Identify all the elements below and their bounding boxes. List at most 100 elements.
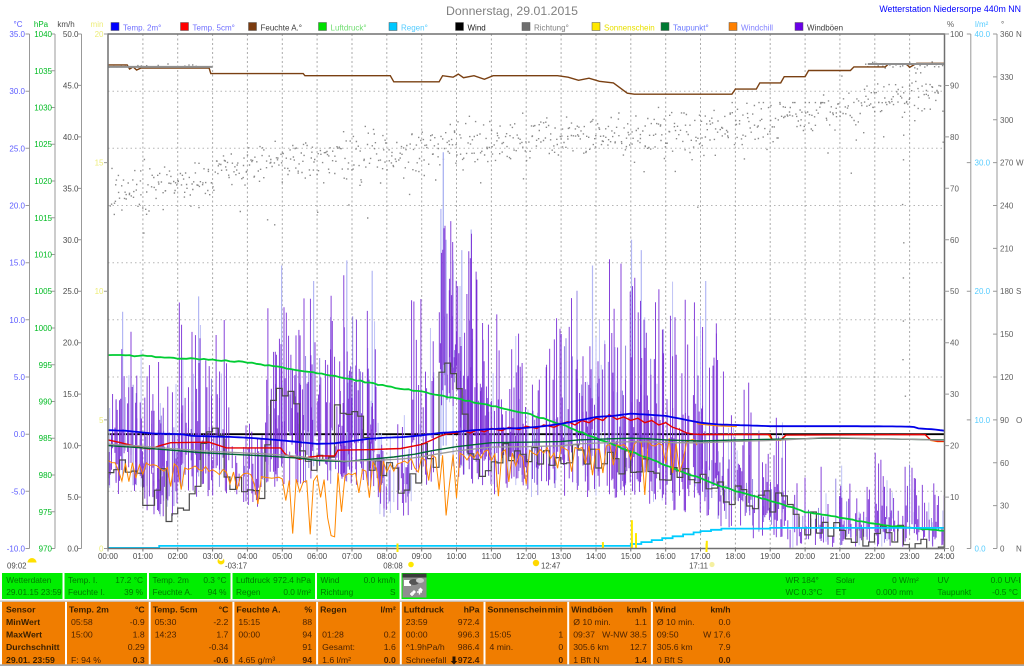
svg-text:5.0: 5.0 <box>14 373 26 382</box>
svg-text:0.0 UV-I: 0.0 UV-I <box>991 575 1021 585</box>
svg-text:min: min <box>91 20 104 29</box>
svg-text:20.0: 20.0 <box>9 202 25 211</box>
svg-text:985: 985 <box>39 434 53 443</box>
svg-text:180: 180 <box>1000 287 1014 296</box>
svg-text:0.0: 0.0 <box>719 655 731 665</box>
svg-text:18:00: 18:00 <box>725 552 746 561</box>
svg-text:19:00: 19:00 <box>760 552 781 561</box>
svg-text:Donnerstag, 29.01.2015: Donnerstag, 29.01.2015 <box>446 4 578 18</box>
svg-text:91: 91 <box>302 642 312 652</box>
svg-text:0.0 l/m²: 0.0 l/m² <box>283 587 311 597</box>
svg-text:%: % <box>947 20 954 29</box>
svg-text:Sonnenschein: Sonnenschein <box>604 24 655 33</box>
svg-text:1005: 1005 <box>34 287 52 296</box>
svg-text:1035: 1035 <box>34 67 52 76</box>
svg-text:Richtung: Richtung <box>321 587 354 597</box>
svg-text:0.0: 0.0 <box>975 545 987 554</box>
svg-text:Wetterdaten: Wetterdaten <box>6 575 51 585</box>
svg-text:30.0: 30.0 <box>975 159 991 168</box>
svg-text:39 %: 39 % <box>124 587 144 597</box>
svg-text:°C: °C <box>219 605 229 615</box>
svg-text:90: 90 <box>950 82 959 91</box>
svg-text:1015: 1015 <box>34 214 52 223</box>
svg-text:90: 90 <box>1000 416 1009 425</box>
svg-text:12:00: 12:00 <box>516 552 537 561</box>
svg-text:15:00: 15:00 <box>621 552 642 561</box>
svg-text:10: 10 <box>950 493 959 502</box>
svg-text:4.65 g/m³: 4.65 g/m³ <box>238 655 275 665</box>
svg-text:60: 60 <box>950 236 959 245</box>
svg-text:1.6: 1.6 <box>384 642 396 652</box>
svg-text:Temp. 2m: Temp. 2m <box>153 575 190 585</box>
svg-text:17:00: 17:00 <box>690 552 711 561</box>
svg-text:986.4: 986.4 <box>458 642 480 652</box>
svg-text:WR 184°: WR 184° <box>786 575 819 585</box>
svg-text:45.0: 45.0 <box>63 81 79 90</box>
svg-text:972.4: 972.4 <box>458 655 480 665</box>
svg-text:1.8: 1.8 <box>133 630 145 640</box>
svg-text:N: N <box>1016 30 1022 39</box>
svg-text:12:47: 12:47 <box>541 562 561 571</box>
svg-text:0.0: 0.0 <box>14 430 26 439</box>
svg-text:06:00: 06:00 <box>307 552 328 561</box>
svg-text:km/h: km/h <box>57 20 74 29</box>
svg-text:15:15: 15:15 <box>238 617 260 627</box>
svg-text:08:08: 08:08 <box>383 562 403 571</box>
svg-text:1000: 1000 <box>34 324 52 333</box>
svg-text:88: 88 <box>302 617 312 627</box>
svg-text:35.0: 35.0 <box>63 184 79 193</box>
svg-text:1010: 1010 <box>34 251 52 260</box>
svg-text:-03:17: -03:17 <box>225 562 247 571</box>
svg-text:16:00: 16:00 <box>656 552 677 561</box>
svg-text:13:00: 13:00 <box>551 552 572 561</box>
svg-text:0.0 km/h: 0.0 km/h <box>364 575 396 585</box>
svg-text:10.0: 10.0 <box>63 442 79 451</box>
svg-text:Gesamt:: Gesamt: <box>322 642 355 652</box>
svg-text:km/h: km/h <box>710 605 730 615</box>
svg-text:15: 15 <box>95 159 104 168</box>
svg-text:24:00: 24:00 <box>934 552 955 561</box>
svg-text:Temp. I.: Temp. I. <box>68 575 98 585</box>
svg-text:0.0: 0.0 <box>719 617 731 627</box>
svg-text:0.29: 0.29 <box>128 642 145 652</box>
svg-text:305.6 km: 305.6 km <box>657 642 693 652</box>
svg-text:1025: 1025 <box>34 140 52 149</box>
svg-text:1 Bft N: 1 Bft N <box>573 655 600 665</box>
svg-text:15.0: 15.0 <box>63 390 79 399</box>
svg-text:01:00: 01:00 <box>133 552 154 561</box>
svg-text:Temp. 2m°: Temp. 2m° <box>123 24 161 33</box>
svg-text:Richtung°: Richtung° <box>534 24 569 33</box>
svg-text:Windböen: Windböen <box>807 24 843 33</box>
svg-text:29.01.15 23:59: 29.01.15 23:59 <box>6 587 62 597</box>
svg-text:N: N <box>1016 545 1022 554</box>
svg-text:W 17.6: W 17.6 <box>703 630 731 640</box>
svg-text:Windböen: Windböen <box>571 605 613 615</box>
svg-text:20.0: 20.0 <box>975 287 991 296</box>
svg-text:70: 70 <box>950 184 959 193</box>
svg-text:10:00: 10:00 <box>446 552 467 561</box>
svg-text:0.3 °C: 0.3 °C <box>203 575 226 585</box>
svg-text:02:00: 02:00 <box>168 552 189 561</box>
svg-text:°C: °C <box>135 605 145 615</box>
svg-text:Luftdruck°: Luftdruck° <box>331 24 367 33</box>
svg-text:Durchschnitt: Durchschnitt <box>6 642 60 652</box>
svg-text:25.0: 25.0 <box>63 287 79 296</box>
svg-text:1020: 1020 <box>34 177 52 186</box>
svg-text:5.0: 5.0 <box>67 493 79 502</box>
svg-text:360: 360 <box>1000 30 1014 39</box>
svg-text:50.0: 50.0 <box>63 30 79 39</box>
svg-text:1.1: 1.1 <box>635 617 647 627</box>
svg-text:22:00: 22:00 <box>865 552 886 561</box>
svg-text:Taupunkt: Taupunkt <box>938 587 972 597</box>
svg-text:150: 150 <box>1000 330 1014 339</box>
svg-text:Regen°: Regen° <box>401 24 428 33</box>
svg-text:04:00: 04:00 <box>237 552 258 561</box>
svg-text:20: 20 <box>95 30 104 39</box>
svg-text:17.2 °C: 17.2 °C <box>115 575 143 585</box>
svg-text:0: 0 <box>558 655 563 665</box>
svg-text:0 W/m²: 0 W/m² <box>892 575 919 585</box>
svg-text:0.000 mm: 0.000 mm <box>876 587 913 597</box>
svg-text:ET: ET <box>836 587 847 597</box>
svg-text:23:00: 23:00 <box>900 552 921 561</box>
svg-text:Taupunkt°: Taupunkt° <box>673 24 709 33</box>
